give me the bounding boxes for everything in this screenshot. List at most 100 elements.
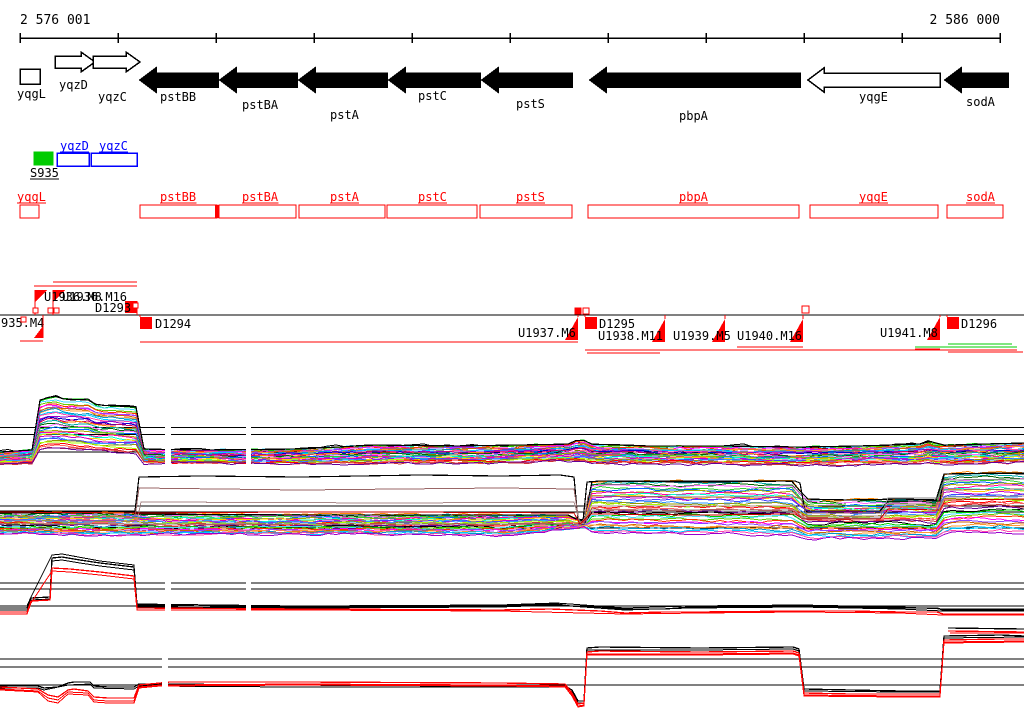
gene-box-track: yqgL pstBB pstBA pstA pstC pstS pbpA yqgE sodA [17,190,1004,219]
gene-arrow-sodA[interactable] [943,66,1009,94]
gene-arrow-pstC[interactable] [387,66,481,94]
marker-label-U1938.M11[interactable]: U1938.M11 [598,329,663,343]
gene-box-label-yqgE[interactable]: yqgE [859,190,888,204]
marker-square-open [32,307,39,314]
feature-label-yqzD: yqzD [60,139,89,153]
gene-label-pbpA: pbpA [679,109,709,123]
gene-arrow-yqzC[interactable] [92,50,142,74]
feature-box-yqzC[interactable] [90,152,138,167]
marker-up-flag-U1941.M8[interactable] [927,317,940,340]
gene-box-pstBA[interactable] [218,204,297,219]
gene-label-pstBA: pstBA [242,98,279,112]
feature-box-yqzD[interactable] [56,152,90,167]
marker-up-flag-U1937.M6[interactable] [565,317,578,340]
gene-box-label-pstBB[interactable]: pstBB [160,190,196,204]
gene-box-label-sodA[interactable]: sodA [966,190,996,204]
marker-label-U1937.M6[interactable]: U1937.M6 [518,326,576,340]
gene-arrow-track: yqgL yqzD yqzC pstBB pstBA pstA pstC pstS pbpA yq… [17,50,1009,123]
feature-label-yqzC: yqzC [99,139,128,153]
probe-gap [165,393,171,470]
signal-line [0,487,1024,523]
marker-label-U1936.M8[interactable]: U1936.M8 [44,290,102,304]
signal-line [0,567,1024,615]
gene-box-divider [215,205,219,218]
marker-label-U1941.M8[interactable]: U1941.M8 [880,326,938,340]
marker-up-flag-U1939.M5[interactable] [712,319,725,342]
probe-gap [246,393,251,470]
expression-bands [0,393,1024,712]
gene-box-pstC[interactable] [386,204,478,219]
gene-box-label-pstS[interactable]: pstS [516,190,545,204]
signal-line [0,495,1024,525]
marker-d-box-D1295[interactable] [585,317,597,329]
gene-arrow-pstBA[interactable] [218,66,298,94]
gene-label-yqgE: yqgE [859,90,888,104]
gene-label-pstBB: pstBB [160,90,196,104]
gene-box-yqgE[interactable] [809,204,939,219]
gene-box-label-pbpA[interactable]: pbpA [679,190,709,204]
marker-d-box-D1296[interactable] [947,317,959,329]
gene-label-yqgL: yqgL [17,87,46,101]
band1-all-conditions-strand1 [0,393,1024,470]
marker-down-flag[interactable] [34,326,43,338]
marker-square-open [132,302,139,309]
marker-up-flag-U1940.M16[interactable] [790,319,803,342]
marker-label-935.M4[interactable]: 935.M4 [1,316,44,330]
gene-box-label-yqgL[interactable]: yqgL [17,190,46,204]
gene-label-pstC: pstC [418,89,447,103]
signal-line [0,570,1024,616]
gene-box-pbpA[interactable] [587,204,800,219]
signal-line [947,630,1024,633]
gene-arrow-yqgE[interactable] [806,66,941,94]
gene-box-sodA[interactable] [946,204,1004,219]
marker-label-D1294[interactable]: D1294 [155,317,191,331]
gene-label-yqzD: yqzD [59,78,88,92]
marker-up-flag-U1938.M11[interactable] [652,319,665,342]
marker-label-U1936.M16[interactable]: U1936.M16 [62,290,127,304]
gene-label-pstA: pstA [330,108,360,122]
marker-square-open [53,307,60,314]
gene-box-pstS[interactable] [479,204,573,219]
probe-gap [165,548,171,626]
marker-label-D1296[interactable]: D1296 [961,317,997,331]
gene-box-yqgL[interactable] [19,204,40,219]
gene-box-pstBB[interactable] [139,204,218,219]
band2-all-conditions-strand2 [0,470,1024,541]
marker-up-flag[interactable] [35,290,47,302]
ruler-track [19,33,1001,43]
marker-d-box-D1294[interactable] [140,317,152,329]
signal-line [0,634,1024,702]
gene-box-label-pstA[interactable]: pstA [330,190,360,204]
marker-label-U1940.M16[interactable]: U1940.M16 [737,329,802,343]
gene-arrow-pstS[interactable] [480,66,573,94]
gene-box-label-pstBA[interactable]: pstBA [242,190,279,204]
signal-line [0,525,1024,541]
gene-arrow-yqgL[interactable] [19,68,41,85]
signal-envelope-top [0,395,1024,453]
marker-label-D1293[interactable]: D1293 [95,301,131,315]
signal-line [0,498,1024,525]
signal-line [947,627,1024,630]
marker-up-flag[interactable] [53,290,65,302]
signal-envelope-top [0,472,1024,521]
signal-line [0,636,1024,704]
gene-box-label-pstC[interactable]: pstC [418,190,447,204]
gene-arrow-pstBB[interactable] [138,66,219,94]
marker-label-D1295[interactable]: D1295 [599,317,635,331]
feature-box-S935[interactable] [33,151,54,166]
signal-line [0,525,1024,539]
gene-arrow-pstA[interactable] [297,66,388,94]
signal-line [0,394,1024,453]
signal-line [0,559,1024,612]
signal-line [0,520,1024,534]
signal-line [0,638,1024,705]
signal-line [0,641,1024,708]
marker-label-U1939.M5[interactable]: U1939.M5 [673,329,731,343]
band3-mean-strand1 [0,548,1024,634]
gene-arrow-yqzD[interactable] [54,50,97,74]
gene-arrow-pbpA[interactable] [588,66,801,94]
gene-box-pstA[interactable] [298,204,386,219]
